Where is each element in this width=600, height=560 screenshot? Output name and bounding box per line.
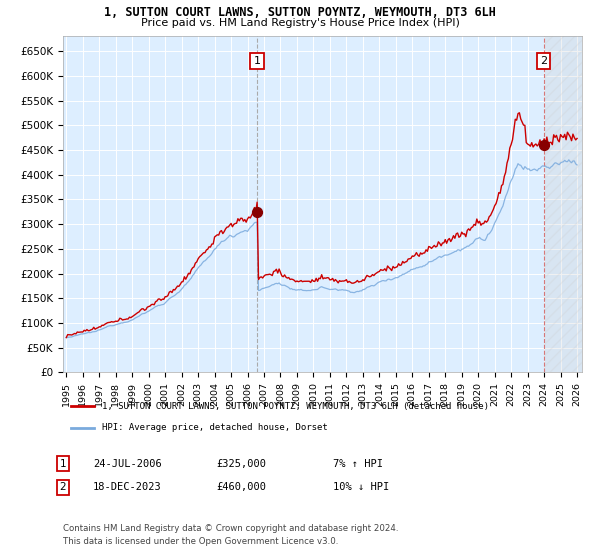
Point [539,141,548,150]
Text: 24-JUL-2006: 24-JUL-2006 [93,459,162,469]
Text: Price paid vs. HM Land Registry's House Price Index (HPI): Price paid vs. HM Land Registry's House … [140,18,460,28]
Point [252,207,262,216]
Text: 10% ↓ HPI: 10% ↓ HPI [333,482,389,492]
Text: HPI: Average price, detached house, Dorset: HPI: Average price, detached house, Dors… [102,423,328,432]
Text: £325,000: £325,000 [216,459,266,469]
Text: 7% ↑ HPI: 7% ↑ HPI [333,459,383,469]
Text: 2: 2 [540,56,547,66]
Text: £460,000: £460,000 [216,482,266,492]
Text: 1: 1 [59,459,67,469]
Bar [544,36,593,372]
Text: This data is licensed under the Open Government Licence v3.0.: This data is licensed under the Open Gov… [63,537,338,546]
Text: 1: 1 [253,56,260,66]
Text: 1, SUTTON COURT LAWNS, SUTTON POYNTZ, WEYMOUTH, DT3 6LH: 1, SUTTON COURT LAWNS, SUTTON POYNTZ, WE… [104,6,496,18]
Text: 1, SUTTON COURT LAWNS, SUTTON POYNTZ, WEYMOUTH, DT3 6LH (detached house): 1, SUTTON COURT LAWNS, SUTTON POYNTZ, WE… [102,402,489,411]
Text: Contains HM Land Registry data © Crown copyright and database right 2024.: Contains HM Land Registry data © Crown c… [63,524,398,533]
Text: 2: 2 [59,482,67,492]
Text: 18-DEC-2023: 18-DEC-2023 [93,482,162,492]
